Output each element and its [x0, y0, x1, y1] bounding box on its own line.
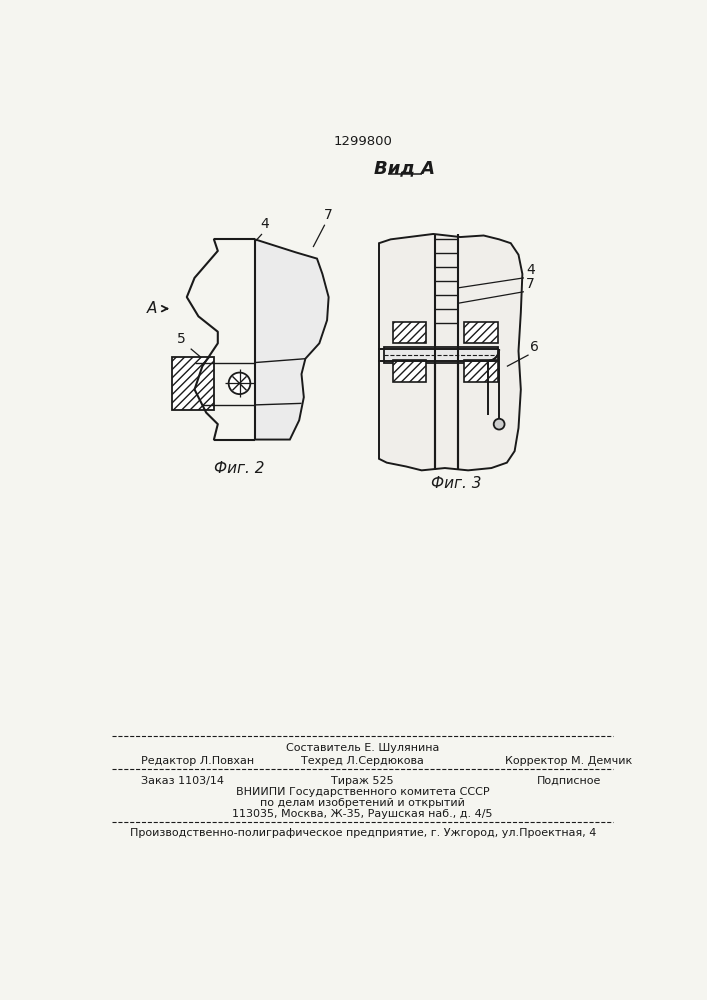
- Bar: [393, 322, 426, 343]
- Bar: [172, 357, 214, 410]
- Text: 7: 7: [526, 277, 535, 291]
- Text: Фиг. 2: Фиг. 2: [214, 461, 264, 476]
- Text: 113035, Москва, Ж-35, Раушская наб., д. 4/5: 113035, Москва, Ж-35, Раушская наб., д. …: [233, 809, 493, 819]
- Text: 5: 5: [177, 332, 186, 346]
- Circle shape: [228, 373, 250, 394]
- Text: Подписное: Подписное: [537, 776, 601, 786]
- Polygon shape: [379, 234, 522, 470]
- Bar: [393, 360, 426, 382]
- Text: 7: 7: [325, 208, 333, 222]
- Text: Вид А: Вид А: [374, 159, 435, 177]
- Text: Корректор М. Демчик: Корректор М. Демчик: [506, 756, 633, 766]
- Text: Техред Л.Сердюкова: Техред Л.Сердюкова: [301, 756, 424, 766]
- Text: Заказ 1103/14: Заказ 1103/14: [141, 776, 224, 786]
- Polygon shape: [255, 239, 329, 440]
- Text: 6: 6: [530, 340, 539, 354]
- Text: Редактор Л.Повхан: Редактор Л.Повхан: [141, 756, 255, 766]
- Text: 4: 4: [261, 217, 269, 231]
- Text: Тираж 525: Тираж 525: [332, 776, 394, 786]
- Text: ВНИИПИ Государственного комитета СССР: ВНИИПИ Государственного комитета СССР: [236, 787, 489, 797]
- Text: Составитель Е. Шулянина: Составитель Е. Шулянина: [286, 743, 440, 753]
- Bar: [464, 322, 498, 343]
- Text: Производственно-полиграфическое предприятие, г. Ужгород, ул.Проектная, 4: Производственно-полиграфическое предприя…: [129, 828, 596, 838]
- Text: А: А: [147, 301, 157, 316]
- Bar: [385, 347, 498, 363]
- Text: 1299800: 1299800: [333, 135, 392, 148]
- Text: 4: 4: [526, 263, 535, 277]
- Text: по делам изобретений и открытий: по делам изобретений и открытий: [260, 798, 465, 808]
- Bar: [464, 360, 498, 382]
- Text: Фиг. 3: Фиг. 3: [431, 476, 481, 491]
- Circle shape: [493, 419, 505, 430]
